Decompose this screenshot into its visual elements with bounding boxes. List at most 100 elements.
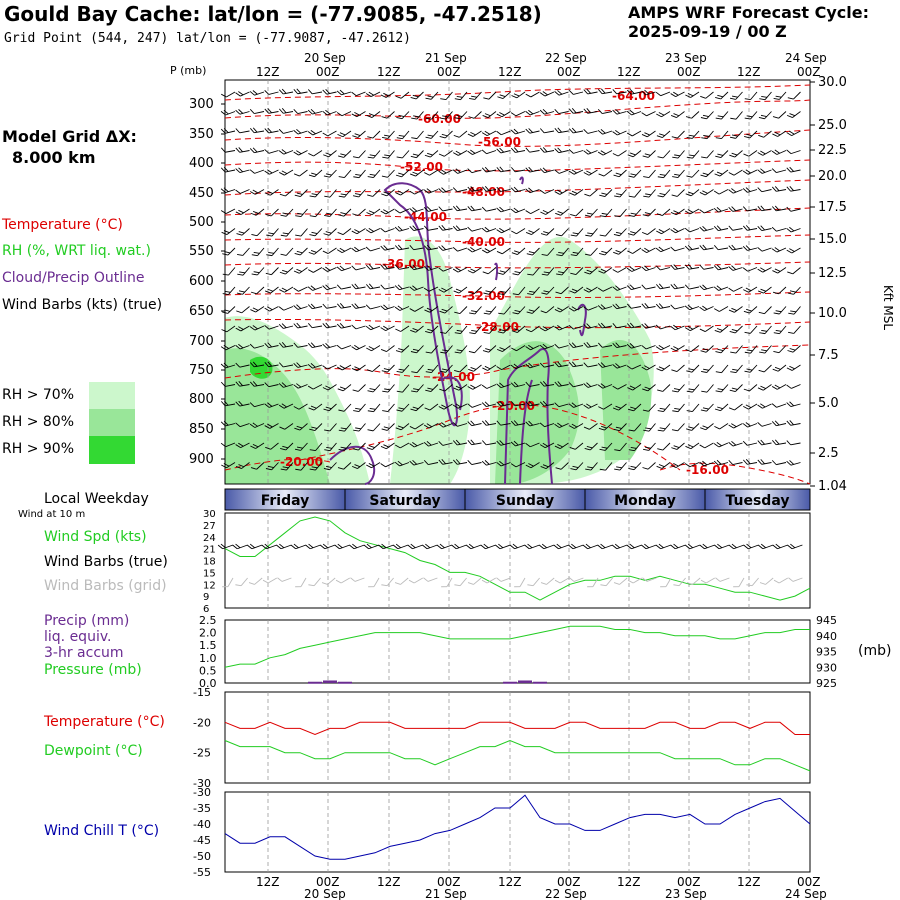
wind-barb xyxy=(482,364,497,371)
wind-barb xyxy=(510,147,526,153)
wind-barb xyxy=(395,325,410,332)
wind-barb xyxy=(597,108,613,115)
wind-barb xyxy=(786,247,801,254)
wind-barb xyxy=(338,169,352,178)
wind-barb xyxy=(309,423,323,432)
wind-barb xyxy=(365,264,381,270)
wind-barb xyxy=(686,403,700,412)
wind-barb xyxy=(367,384,381,393)
grid-wind-barb xyxy=(335,577,351,584)
wind-barb xyxy=(701,150,714,159)
wind-barb xyxy=(714,169,729,177)
wind-barb xyxy=(671,364,685,373)
wind-barb xyxy=(220,128,236,134)
wind-barb xyxy=(308,150,323,157)
grid-wind-barb xyxy=(262,577,278,584)
legend-temperature: Temperature (°C) xyxy=(2,217,123,233)
wind-barb xyxy=(336,303,352,309)
wind-barb xyxy=(713,459,729,466)
wind-barb xyxy=(554,306,569,313)
wind-barb xyxy=(235,381,250,387)
surface-wind-barb xyxy=(407,543,423,550)
wind-barb xyxy=(512,306,526,315)
wind-barb xyxy=(496,186,511,192)
wind-barb xyxy=(250,462,265,470)
wind-barb xyxy=(497,267,511,275)
wind-barb xyxy=(467,186,482,192)
wind-barb xyxy=(643,423,656,432)
rh-region-80 xyxy=(600,340,652,460)
wind-barb xyxy=(585,462,598,471)
wind-barb xyxy=(612,130,627,136)
wind-barb xyxy=(308,267,323,273)
wind-barb xyxy=(627,228,642,236)
wind-barb xyxy=(583,342,598,348)
wind-barb xyxy=(409,189,424,195)
wind-barb xyxy=(539,442,555,449)
wind-barb xyxy=(293,150,308,156)
wind-barb xyxy=(353,403,366,413)
wind-barb xyxy=(773,325,787,335)
wind-barb xyxy=(642,403,656,412)
wind-barb xyxy=(541,247,555,256)
wind-barb xyxy=(235,147,250,153)
wind-barb xyxy=(642,462,656,470)
wind-barb xyxy=(743,403,758,410)
grid-wind-barb xyxy=(746,577,759,587)
wind-barb xyxy=(452,205,468,212)
wind-barb xyxy=(467,168,482,174)
precip-bar xyxy=(323,680,337,683)
legend-wind-barbs: Wind Barbs (kts) (true) xyxy=(2,297,163,313)
wind-barb xyxy=(599,442,613,451)
grid-wind-barb xyxy=(467,577,482,585)
grid-wind-barb xyxy=(715,577,730,582)
wind-barb xyxy=(396,384,410,393)
wind-barb xyxy=(293,267,308,274)
cloud-outline xyxy=(383,182,458,427)
wind-barb xyxy=(671,189,685,197)
wind-barb xyxy=(307,108,323,115)
wind-barb xyxy=(452,225,468,232)
wind-barb xyxy=(715,150,729,159)
grid-wind-barb xyxy=(481,577,497,584)
wind-barb xyxy=(584,267,598,275)
wind-barb xyxy=(264,127,279,134)
wind-barb xyxy=(454,111,468,120)
wind-barb xyxy=(307,129,323,136)
wind-barb xyxy=(235,167,250,174)
wind-barb xyxy=(366,442,381,450)
date-tick-label: 20 Sep xyxy=(304,51,346,65)
wind-barb xyxy=(655,265,671,271)
surface-wind-barb xyxy=(509,543,526,550)
wind-barb xyxy=(713,441,729,448)
wind-barb xyxy=(264,108,279,114)
wind-barb xyxy=(684,208,700,215)
wind-barb xyxy=(264,189,279,196)
wind-barb xyxy=(642,208,656,217)
wind-barb xyxy=(423,206,439,212)
wind-barb xyxy=(597,129,613,135)
temperature-contour-label: -60.00 xyxy=(418,112,461,126)
wind-barb xyxy=(555,208,569,216)
wind-barb xyxy=(771,403,787,408)
wind-barb xyxy=(671,442,685,450)
wind-barb xyxy=(699,325,714,332)
wind-barb xyxy=(425,130,439,139)
wind-barb xyxy=(641,265,656,272)
wind-barb xyxy=(293,304,308,310)
wind-barb xyxy=(423,286,439,292)
wind-barb xyxy=(555,286,569,295)
pressure-tick-label: 400 xyxy=(189,156,214,171)
wind-barb xyxy=(280,462,294,471)
wind-barb xyxy=(409,169,424,177)
wind-barb xyxy=(366,462,381,469)
wind-barb xyxy=(512,267,526,276)
kft-tick-label: 25.0 xyxy=(818,118,847,133)
wind-barb xyxy=(540,462,555,470)
rh-legend-70: RH > 70% xyxy=(2,387,75,403)
pressure-tick-label: 350 xyxy=(189,127,214,142)
wind-barb xyxy=(352,384,366,392)
wind-barb xyxy=(336,111,352,117)
wind-panel-frame xyxy=(224,512,811,609)
wind-barb xyxy=(771,247,787,253)
